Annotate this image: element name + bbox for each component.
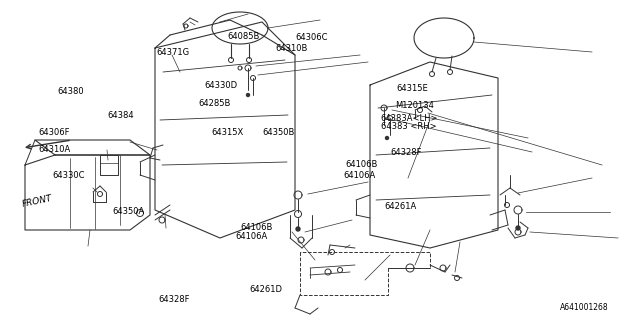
Text: 64310A: 64310A [38,145,70,154]
Text: 64371G: 64371G [157,48,190,57]
Text: 64106B: 64106B [240,223,273,232]
Text: 64330D: 64330D [205,81,238,90]
Text: M120134: M120134 [396,101,435,110]
Polygon shape [296,227,300,231]
Text: 64315E: 64315E [397,84,429,93]
Polygon shape [516,226,520,230]
Text: 64261D: 64261D [250,285,283,294]
Text: 64106A: 64106A [343,171,375,180]
Text: 64330C: 64330C [52,171,85,180]
Text: 64315X: 64315X [211,128,243,137]
Text: 64350B: 64350B [262,128,295,137]
Text: 64380: 64380 [58,87,84,96]
Text: 64383A<LH>: 64383A<LH> [381,114,438,123]
Text: 64285B: 64285B [198,99,231,108]
Text: 64261A: 64261A [384,202,416,211]
Text: 64310B: 64310B [275,44,308,53]
Polygon shape [385,137,388,140]
Text: 64106A: 64106A [236,232,268,241]
Text: 64306F: 64306F [38,128,70,137]
Text: 64328F: 64328F [159,295,190,304]
Text: 64350A: 64350A [112,207,144,216]
Text: 64384: 64384 [108,111,134,120]
Text: FRONT: FRONT [21,194,53,209]
Text: A641001268: A641001268 [560,303,609,312]
Text: 64085B: 64085B [227,32,260,41]
Text: 64306C: 64306C [296,33,328,42]
Text: 64383 <RH>: 64383 <RH> [381,122,436,131]
Text: 64328F: 64328F [390,148,422,157]
Polygon shape [246,93,250,97]
Text: 64106B: 64106B [346,160,378,169]
